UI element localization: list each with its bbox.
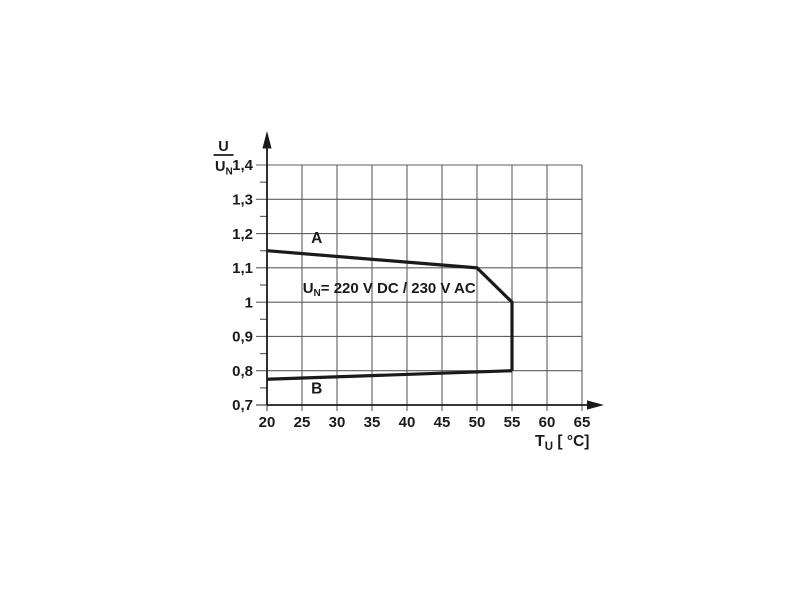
- y-tick-label: 0,8: [232, 363, 253, 380]
- curve-a: [266, 249, 514, 371]
- y-tick-label: 1,4: [232, 157, 254, 174]
- y-tick-label: 1,2: [232, 226, 253, 243]
- y-tick-label: 1: [245, 294, 253, 311]
- x-tick-label: 50: [469, 414, 486, 431]
- y-tick-label: 1,3: [232, 191, 253, 208]
- curve-b-label: B: [311, 381, 322, 398]
- x-tick-label: 65: [574, 414, 591, 431]
- y-tick-label: 1,1: [232, 260, 253, 277]
- x-tick-label: 45: [434, 414, 451, 431]
- y-tick-label: 0,9: [232, 329, 253, 346]
- x-axis-arrow: [587, 400, 604, 410]
- annotation: UN= 220 V DC / 230 V AC: [303, 280, 476, 299]
- x-tick-label: 55: [504, 414, 521, 431]
- x-tick-label: 25: [294, 414, 311, 431]
- x-tick-label: 20: [259, 414, 276, 431]
- y-tick-label: 0,7: [232, 397, 253, 414]
- x-axis-title: TU [ °C]: [535, 433, 589, 453]
- x-tick-label: 60: [539, 414, 556, 431]
- x-tick-label: 35: [364, 414, 381, 431]
- x-tick-label: 30: [329, 414, 346, 431]
- curve-b: [266, 369, 513, 381]
- y-axis-title-numerator: U: [218, 139, 228, 155]
- x-tick-label: 40: [399, 414, 416, 431]
- y-axis-arrow: [262, 131, 272, 149]
- curve-a-label: A: [311, 230, 322, 247]
- y-axis-title-denominator: UN: [215, 159, 233, 178]
